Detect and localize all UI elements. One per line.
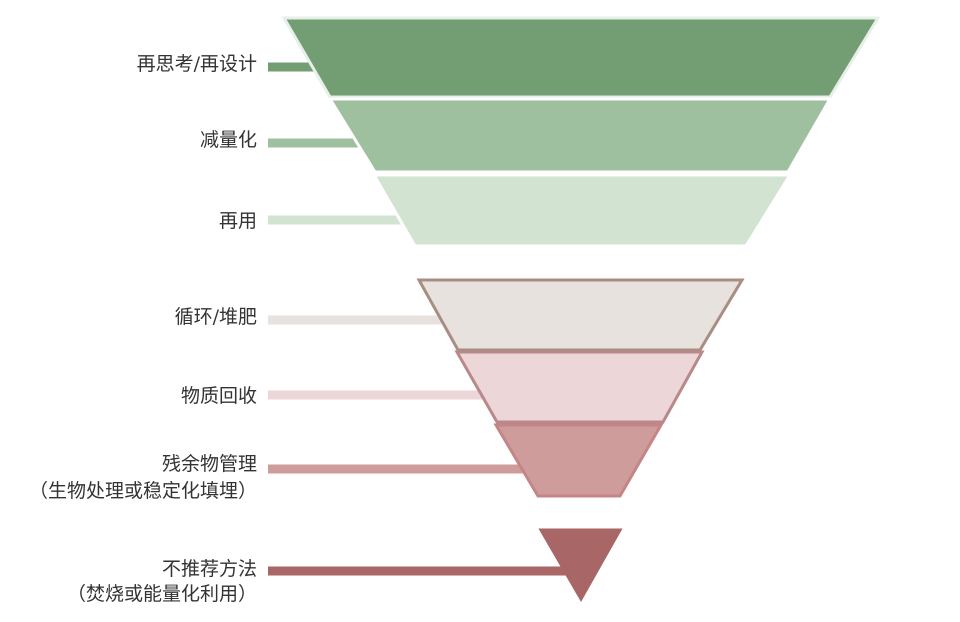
level-label: 不推荐方法 [162,558,257,580]
pyramid-segment [327,97,833,174]
pyramid-segment [493,423,664,498]
connector-bar [268,464,527,474]
pyramid-segment [281,16,881,99]
level-label: 循环/堆肥 [175,306,257,328]
connector-bar [268,390,487,400]
connector-bar [268,566,570,576]
pyramid-segment [538,528,623,603]
pyramid-segments [281,16,881,603]
pyramid-segment [416,278,745,352]
level-sublabel: （生物处理或稳定化填埋） [29,480,257,502]
connector-bar [268,315,447,325]
connector-bar [268,215,405,225]
level-label: 再思考/再设计 [137,53,257,75]
connector-bar [268,138,362,148]
level-label: 再用 [219,210,257,232]
level-label: 残余物管理 [162,453,257,475]
connector-bars [268,62,570,576]
level-label: 物质回收 [181,385,257,407]
level-sublabel: （焚烧或能量化利用） [67,583,257,605]
level-label: 减量化 [200,129,257,151]
connector-bar [268,62,318,72]
pyramid-segment [454,350,705,424]
pyramid-segment [371,173,793,248]
